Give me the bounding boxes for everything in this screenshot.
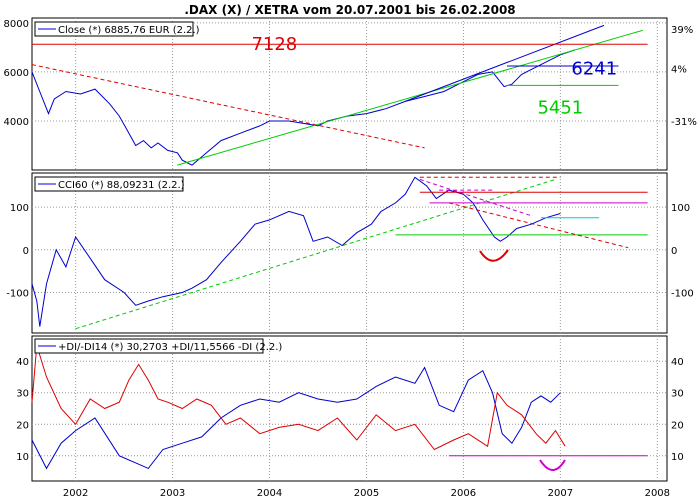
- di-legend-text: +DI/-DI14 (*) 30,2703 +DI/11,5566 -DI (2…: [58, 342, 282, 353]
- y-tick-label-right: 39%: [671, 25, 693, 36]
- di-series-line: [31, 345, 566, 451]
- price-series-line: [31, 49, 576, 166]
- cci-series-line: [448, 202, 629, 249]
- y-tick-label-right: 40: [671, 357, 684, 368]
- di-legend: +DI/-DI14 (*) 30,2703 +DI/11,5566 -DI (2…: [34, 338, 282, 354]
- y-tick-label-right: 4%: [671, 64, 687, 75]
- y-tick-label-left: 20: [16, 420, 29, 431]
- price-legend-box: [34, 21, 194, 37]
- x-tick-label: 2002: [63, 488, 88, 499]
- price-series-line: [405, 24, 605, 102]
- price-level-annotation: 7128: [251, 34, 297, 55]
- y-tick-label-left: 6000: [4, 68, 29, 79]
- cci-series-line: [419, 178, 532, 217]
- price-level-annotation: 6241: [571, 58, 617, 79]
- di-magenta-arc: [539, 459, 566, 471]
- y-tick-label-right: 10: [671, 452, 684, 463]
- grid-lines: [32, 18, 667, 481]
- x-tick-label: 2005: [354, 488, 379, 499]
- price-series-line: [177, 29, 643, 166]
- price-panel-frame: [31, 17, 668, 171]
- y-tick-label-right: 0: [671, 246, 677, 257]
- y-tick-label-left: 40: [16, 357, 29, 368]
- cci-legend-box: [34, 176, 184, 192]
- series-layer: [31, 24, 648, 470]
- x-tick-label: 2008: [645, 488, 670, 499]
- cci-legend-text: CCI60 (*) 88,09231 (2.2.): [58, 180, 185, 191]
- x-tick-label: 2006: [451, 488, 476, 499]
- y-tick-label-left: 4000: [4, 117, 29, 128]
- y-tick-label-left: 8000: [4, 19, 29, 30]
- cci-series-line: [75, 178, 556, 330]
- y-tick-label-right: -31%: [671, 117, 697, 128]
- price-legend-text: Close (*) 6885,76 EUR (2.2.): [58, 25, 200, 36]
- y-tick-label-left: 100: [10, 203, 29, 214]
- chart-title: .DAX (X) / XETRA vom 20.07.2001 bis 26.0…: [184, 3, 515, 17]
- x-tick-label: 2003: [160, 488, 185, 499]
- y-tick-label-left: 30: [16, 389, 29, 400]
- y-tick-label-left: 0: [23, 246, 29, 257]
- y-tick-label-right: 100: [671, 203, 690, 214]
- y-tick-label-right: 20: [671, 420, 684, 431]
- di-panel-frame: [31, 335, 668, 482]
- x-tick-label: 2007: [548, 488, 573, 499]
- y-tick-label-right: 30: [671, 389, 684, 400]
- cci-panel-frame: [31, 172, 668, 334]
- cci-legend: CCI60 (*) 88,09231 (2.2.): [34, 176, 185, 192]
- cci-red-arc: [479, 249, 509, 262]
- x-tick-label: 2004: [257, 488, 282, 499]
- y-tick-label-left: 10: [16, 452, 29, 463]
- labels-layer: 2002 2003 2004 2005 2006 2007 2008800060004000…: [4, 19, 697, 499]
- price-legend: Close (*) 6885,76 EUR (2.2.): [34, 21, 200, 37]
- cci-series-line: [31, 176, 561, 327]
- di-series-line: [31, 366, 561, 470]
- y-tick-label-left: -100: [6, 288, 29, 299]
- di-legend-box: [34, 338, 264, 354]
- price-level-annotation: 5451: [537, 98, 583, 119]
- y-tick-label-right: -100: [671, 288, 694, 299]
- price-series-line: [31, 64, 425, 149]
